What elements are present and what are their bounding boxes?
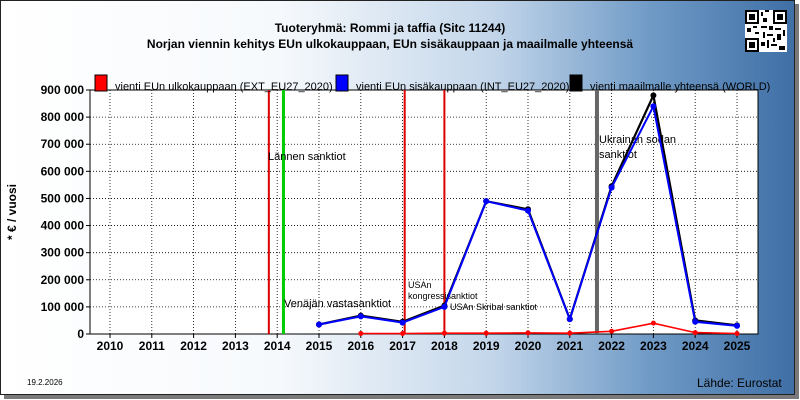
y-tick-label: 0 [77, 327, 84, 341]
data-point-ext [358, 330, 364, 336]
x-tick-label: 2014 [264, 339, 291, 353]
x-tick-label: 2012 [180, 339, 207, 353]
y-tick-label: 300 000 [41, 246, 85, 260]
annotation-usan-kongressi-line2: kongressisanktiot [408, 291, 478, 301]
data-point-ext [692, 330, 698, 336]
data-point-int [483, 198, 490, 205]
y-tick-label: 800 000 [41, 110, 85, 124]
y-tick-label: 400 000 [41, 219, 85, 233]
data-point-world [650, 92, 657, 99]
qr-code-icon [745, 10, 787, 52]
chart-title: Tuoteryhmä: Rommi ja taffia (Sitc 11244) [274, 21, 506, 35]
legend-swatch-ext [94, 74, 108, 92]
data-point-int [608, 184, 615, 191]
annotation-usan-skribal: USAn Skribal sanktiot [450, 302, 538, 312]
x-tick-label: 2010 [97, 339, 124, 353]
data-point-int [650, 103, 657, 110]
x-tick-label: 2020 [515, 339, 542, 353]
annotation-ukrainan-sota-line1: Ukrainan sodan [599, 134, 676, 146]
data-point-int [734, 322, 740, 329]
annotation-usan-kongressi-line1: USAn [408, 280, 432, 290]
data-point-ext [400, 330, 406, 336]
data-point-int [357, 313, 364, 320]
data-point-ext [483, 330, 489, 336]
x-tick-label: 2021 [556, 339, 583, 353]
data-point-int [316, 321, 322, 328]
source-label: Lähde: Eurostat [697, 376, 782, 390]
legend-label-ext: vienti EUn ulkokauppaan (EXT_EU27_2020) [115, 81, 333, 93]
y-tick-label: 100 000 [41, 300, 85, 314]
data-point-int [525, 207, 531, 214]
y-axis-label: * € / vuosi [5, 184, 19, 240]
plot-area [89, 89, 759, 335]
legend-label-world: vienti maailmalle yhteensä (WORLD) [590, 81, 770, 93]
data-point-ext [609, 328, 615, 334]
x-tick-label: 2019 [473, 339, 500, 353]
x-tick-label: 2011 [139, 339, 165, 353]
data-point-ext [567, 330, 573, 336]
x-tick-label: 2015 [306, 339, 333, 353]
x-tick-label: 2025 [724, 339, 751, 353]
data-point-ext [441, 330, 447, 336]
series-line-ext [360, 322, 738, 335]
x-tick-label: 2017 [389, 339, 416, 353]
annotation-lannen-sanktiot: Lännen sanktiot [268, 151, 346, 163]
data-point-int [399, 319, 406, 326]
data-point-int [566, 316, 573, 323]
x-tick-label: 2018 [431, 339, 458, 353]
x-tick-label: 2024 [682, 339, 709, 353]
legend-swatch-world [569, 74, 583, 92]
data-point-ext [734, 330, 740, 336]
y-tick-label: 700 000 [41, 137, 85, 151]
x-tick-label: 2023 [640, 339, 667, 353]
y-tick-label: 900 000 [41, 83, 85, 97]
x-tick-label: 2016 [347, 339, 374, 353]
data-point-ext [650, 320, 656, 326]
date-label: 19.2.2026 [27, 378, 63, 387]
x-tick-label: 2013 [222, 339, 249, 353]
y-tick-label: 200 000 [41, 273, 85, 287]
y-tick-label: 500 000 [41, 191, 85, 205]
legend-swatch-int [335, 74, 349, 92]
legend-label-int: vienti EUn sisäkauppaan (INT_EU27_2020) [356, 81, 569, 93]
data-point-ext [525, 330, 531, 336]
data-point-int [441, 303, 448, 310]
annotation-venajan-vastasanktiot: Venäjän vastasanktiot [284, 298, 391, 310]
chart-subtitle: Norjan viennin kehitys EUn ulkokauppaan,… [146, 37, 634, 51]
data-point-int [692, 318, 699, 325]
y-tick-label: 600 000 [41, 164, 85, 178]
x-tick-label: 2022 [598, 339, 625, 353]
